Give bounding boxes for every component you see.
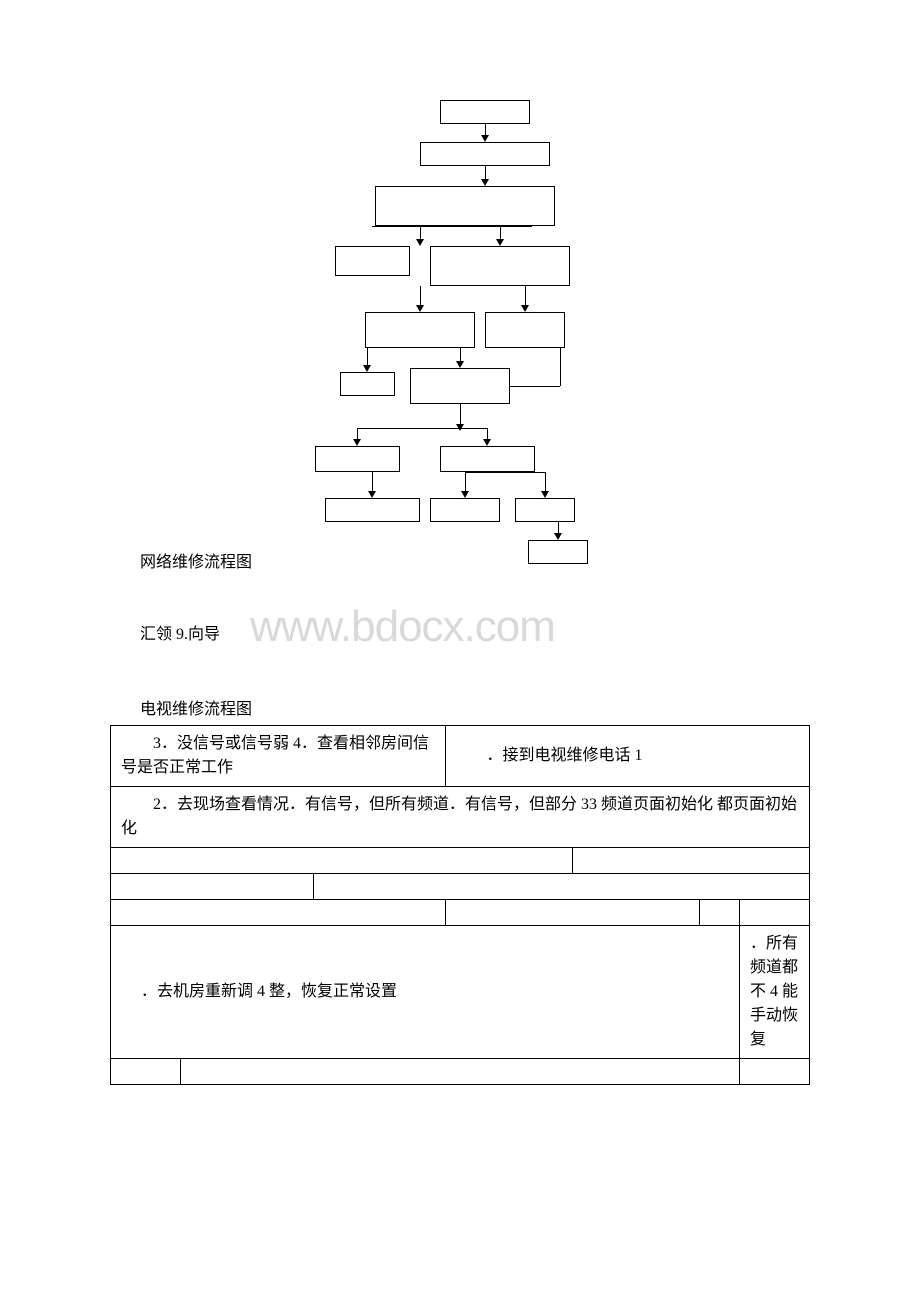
connector-vertical [465, 472, 466, 492]
connector-vertical [372, 472, 373, 492]
flowchart-box [375, 186, 555, 226]
flowchart-box [515, 498, 575, 522]
arrow-down-icon [483, 439, 491, 446]
flowchart-box [528, 540, 588, 564]
arrow-down-icon [481, 135, 489, 142]
arrow-down-icon [363, 365, 371, 372]
section-label: 汇领 9.向导 [140, 620, 220, 644]
connector-vertical [485, 166, 486, 180]
arrow-down-icon [456, 424, 464, 431]
flowchart-box [410, 368, 510, 404]
empty-cell [739, 900, 809, 926]
empty-cell [111, 848, 573, 874]
arrow-down-icon [481, 179, 489, 186]
empty-cell [111, 1059, 181, 1085]
connector-horizontal [510, 386, 560, 387]
table-row [111, 1059, 810, 1085]
connector-horizontal [465, 472, 545, 473]
connector-vertical [525, 286, 526, 306]
empty-cell [111, 900, 446, 926]
arrow-down-icon [496, 239, 504, 246]
arrow-down-icon [541, 491, 549, 498]
table-row [111, 874, 810, 900]
arrow-down-icon [353, 439, 361, 446]
watermark-text: www.bdocx.com [250, 602, 555, 652]
empty-cell [740, 1059, 810, 1085]
flowchart-box [335, 246, 410, 276]
cell-receive-call: ．接到电视维修电话 1 [446, 726, 810, 787]
connector-vertical [500, 226, 501, 240]
arrow-down-icon [554, 533, 562, 540]
arrow-down-icon [461, 491, 469, 498]
cell-manual-restore: ．所有频道都不 4 能手动恢复 [740, 926, 810, 1059]
flowchart-box [485, 312, 565, 348]
arrow-down-icon [521, 305, 529, 312]
cell-onsite-check: 2．去现场查看情况．有信号，但所有频道．有信号，但部分 33 频道页面初始化 都… [111, 787, 810, 848]
connector-vertical [420, 286, 421, 306]
flowchart-box [325, 498, 420, 522]
connector-horizontal [357, 428, 487, 429]
flowchart-box [340, 372, 395, 396]
table-title: 电视维修流程图 [140, 695, 252, 719]
flowchart-box [440, 100, 530, 124]
tv-repair-table: 3．没信号或信号弱 4．查看相邻房间信号是否正常工作 ．接到电视维修电话 1 2… [110, 725, 810, 1085]
flowchart-container [270, 100, 650, 560]
table-row: ．去机房重新调 4 整，恢复正常设置 ．所有频道都不 4 能手动恢复 [111, 926, 810, 1059]
flowchart-box [430, 246, 570, 286]
empty-cell [111, 874, 314, 900]
table-row: 2．去现场查看情况．有信号，但所有频道．有信号，但部分 33 频道页面初始化 都… [111, 787, 810, 848]
connector-vertical [367, 348, 368, 366]
flowchart-box [315, 446, 400, 472]
connector-vertical [420, 226, 421, 240]
connector-vertical [545, 472, 546, 492]
connector-vertical [560, 348, 561, 386]
arrow-down-icon [456, 361, 464, 368]
flowchart-box [430, 498, 500, 522]
table-row: 3．没信号或信号弱 4．查看相邻房间信号是否正常工作 ．接到电视维修电话 1 [111, 726, 810, 787]
flowchart-box [420, 142, 550, 166]
cell-signal-check: 3．没信号或信号弱 4．查看相邻房间信号是否正常工作 [111, 726, 446, 787]
empty-cell [699, 900, 739, 926]
table-row [111, 900, 810, 926]
connector-vertical [460, 348, 461, 362]
connector-horizontal [372, 226, 532, 227]
arrow-down-icon [416, 239, 424, 246]
arrow-down-icon [416, 305, 424, 312]
cell-server-room: ．去机房重新调 4 整，恢复正常设置 [111, 926, 740, 1059]
flowchart-caption: 网络维修流程图 [140, 548, 252, 572]
arrow-down-icon [368, 491, 376, 498]
empty-cell [313, 874, 809, 900]
empty-cell [446, 900, 699, 926]
empty-cell [181, 1059, 740, 1085]
table-row [111, 848, 810, 874]
flowchart-box [440, 446, 535, 472]
empty-cell [573, 848, 810, 874]
flowchart-box [365, 312, 475, 348]
